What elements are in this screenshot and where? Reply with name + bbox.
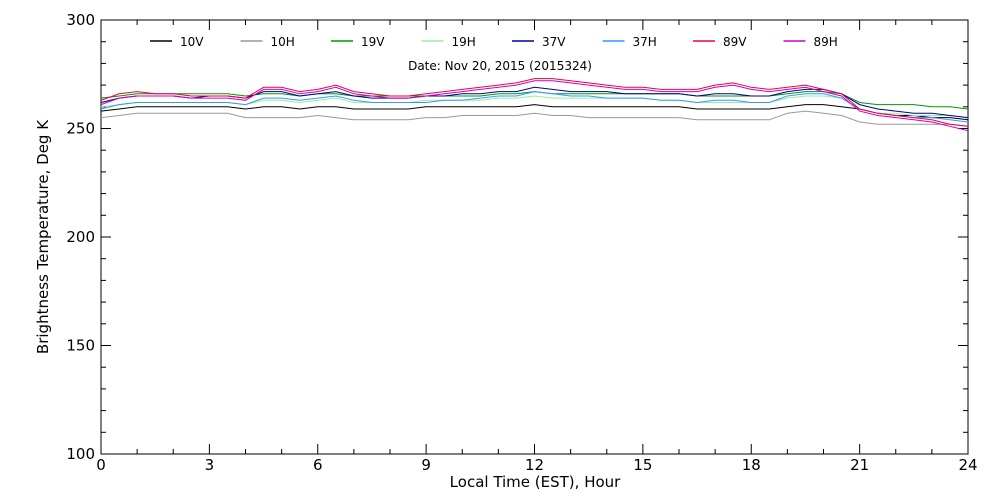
legend-label-19h: 19H bbox=[452, 35, 476, 49]
x-tick-label: 21 bbox=[850, 456, 869, 474]
x-axis-label: Local Time (EST), Hour bbox=[450, 473, 621, 491]
legend-label-37h: 37H bbox=[633, 35, 657, 49]
y-axis-label: Brightness Temperature, Deg K bbox=[34, 119, 52, 354]
x-tick-label: 6 bbox=[313, 456, 323, 474]
x-tick-label: 24 bbox=[958, 456, 977, 474]
x-tick-label: 12 bbox=[525, 456, 544, 474]
legend-label-89h: 89H bbox=[814, 35, 838, 49]
x-tick-label: 15 bbox=[633, 456, 652, 474]
series-line-10v bbox=[100, 104, 969, 121]
series-line-89v bbox=[100, 78, 969, 127]
plot-frame bbox=[100, 19, 969, 455]
legend-label-19v: 19V bbox=[361, 35, 385, 49]
y-tick-label: 150 bbox=[66, 337, 95, 355]
legend-label-89v: 89V bbox=[723, 35, 747, 49]
y-tick-label: 250 bbox=[66, 120, 95, 138]
y-tick-label: 300 bbox=[66, 11, 95, 29]
x-tick-label: 18 bbox=[742, 456, 761, 474]
legend-label-37v: 37V bbox=[542, 35, 566, 49]
legend-label-10v: 10V bbox=[180, 35, 204, 49]
series-line-10h bbox=[100, 110, 969, 127]
y-tick-label: 200 bbox=[66, 228, 95, 246]
series-line-37h bbox=[100, 91, 969, 123]
y-tick-label: 100 bbox=[66, 445, 95, 463]
series-line-89h bbox=[100, 80, 969, 132]
legend-label-10h: 10H bbox=[271, 35, 295, 49]
x-tick-label: 9 bbox=[421, 456, 431, 474]
x-tick-label: 3 bbox=[205, 456, 215, 474]
x-tick-label: 0 bbox=[96, 456, 106, 474]
legend: 10V 10H 19V 19H 37V 37H 89V 89H bbox=[150, 35, 838, 49]
chart-title: Date: Nov 20, 2015 (2015324) bbox=[408, 59, 592, 73]
axis-ticks bbox=[100, 19, 969, 455]
series-lines bbox=[100, 78, 969, 132]
axis-tick-labels: 0 3 6 9 12 15 18 21 24 100 150 200 250 300 bbox=[66, 11, 977, 474]
